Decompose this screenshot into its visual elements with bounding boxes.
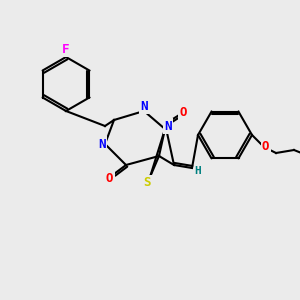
Text: H: H (195, 166, 201, 176)
Text: O: O (262, 140, 269, 154)
Text: N: N (98, 137, 106, 151)
Text: S: S (143, 176, 151, 190)
Text: N: N (164, 119, 172, 133)
Text: N: N (140, 100, 148, 113)
Text: F: F (62, 43, 70, 56)
Text: O: O (106, 172, 113, 185)
Text: O: O (179, 106, 187, 119)
